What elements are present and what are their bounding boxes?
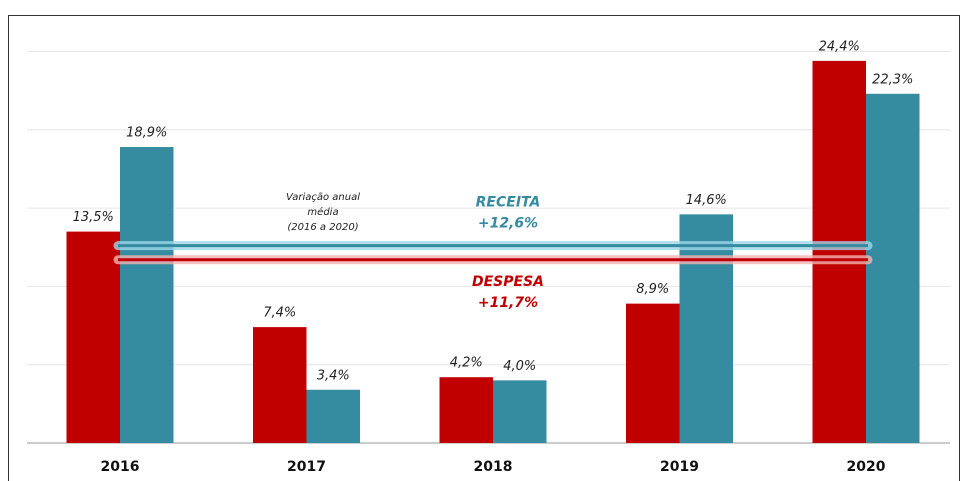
value-label: 4,2% xyxy=(450,356,483,371)
bar xyxy=(306,389,360,443)
average-name: DESPESA xyxy=(472,274,544,290)
annotation: Variação anual xyxy=(286,192,360,203)
average-label: +12,6% xyxy=(478,216,538,232)
bar xyxy=(253,327,307,443)
value-label: 24,4% xyxy=(819,39,860,54)
frame xyxy=(8,15,960,481)
value-label: 7,4% xyxy=(263,306,296,321)
value-label: 18,9% xyxy=(126,126,167,141)
average-label: +11,7% xyxy=(478,295,538,311)
bar xyxy=(866,93,920,444)
annotation: média xyxy=(307,206,338,218)
value-label: 14,6% xyxy=(686,193,727,208)
bar xyxy=(626,303,680,443)
bar xyxy=(120,147,174,443)
bar xyxy=(493,380,547,443)
value-label: 3,4% xyxy=(317,368,350,383)
x-tick-label: 2020 xyxy=(847,459,886,475)
x-tick-label: 2019 xyxy=(660,459,699,475)
bar xyxy=(66,231,120,443)
bar xyxy=(679,214,733,443)
bar xyxy=(439,377,493,443)
x-tick-label: 2016 xyxy=(101,459,140,475)
average-name: RECEITA xyxy=(476,195,541,211)
annotation: (2016 a 2020) xyxy=(287,222,358,233)
x-tick-label: 2018 xyxy=(474,459,513,475)
x-tick-label: 2017 xyxy=(287,459,326,475)
value-label: 8,9% xyxy=(636,282,669,297)
value-label: 4,0% xyxy=(503,359,536,374)
value-label: 22,3% xyxy=(872,72,913,87)
value-label: 13,5% xyxy=(73,210,114,225)
bar xyxy=(812,60,866,444)
